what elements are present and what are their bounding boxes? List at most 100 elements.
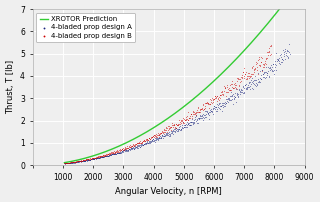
4-bladed prop design B xyxy=(268,54,273,57)
4-bladed prop design B xyxy=(264,56,269,59)
4-bladed prop design A xyxy=(255,72,260,75)
4-bladed prop design B xyxy=(254,66,260,69)
4-bladed prop design A xyxy=(246,84,251,87)
4-bladed prop design B xyxy=(188,113,194,116)
4-bladed prop design A xyxy=(270,69,275,72)
4-bladed prop design A xyxy=(219,109,224,112)
4-bladed prop design A xyxy=(102,155,107,158)
4-bladed prop design A xyxy=(228,99,234,102)
4-bladed prop design A xyxy=(138,145,143,148)
4-bladed prop design A xyxy=(90,157,95,160)
4-bladed prop design A xyxy=(130,147,135,150)
4-bladed prop design B xyxy=(126,146,131,149)
4-bladed prop design B xyxy=(93,156,99,159)
4-bladed prop design A xyxy=(164,132,169,135)
4-bladed prop design B xyxy=(140,140,145,144)
4-bladed prop design B xyxy=(84,158,90,161)
4-bladed prop design A xyxy=(210,106,215,109)
4-bladed prop design B xyxy=(152,133,157,137)
4-bladed prop design A xyxy=(135,146,140,149)
4-bladed prop design A xyxy=(238,90,243,94)
4-bladed prop design A xyxy=(256,81,261,84)
4-bladed prop design A xyxy=(199,116,204,120)
4-bladed prop design A xyxy=(109,153,114,156)
4-bladed prop design B xyxy=(190,110,196,113)
4-bladed prop design A xyxy=(137,145,142,149)
4-bladed prop design A xyxy=(224,97,229,100)
4-bladed prop design A xyxy=(177,127,182,130)
4-bladed prop design B xyxy=(124,145,129,148)
4-bladed prop design B xyxy=(133,143,138,146)
4-bladed prop design A xyxy=(238,90,243,93)
4-bladed prop design A xyxy=(220,105,225,108)
4-bladed prop design A xyxy=(93,157,99,160)
4-bladed prop design B xyxy=(113,150,118,153)
4-bladed prop design A xyxy=(227,98,232,102)
4-bladed prop design A xyxy=(189,121,194,124)
4-bladed prop design A xyxy=(155,138,160,141)
4-bladed prop design A xyxy=(156,137,162,140)
4-bladed prop design A xyxy=(78,160,83,163)
4-bladed prop design A xyxy=(171,129,176,132)
4-bladed prop design B xyxy=(69,161,74,164)
4-bladed prop design A xyxy=(100,155,105,158)
4-bladed prop design A xyxy=(98,155,103,159)
4-bladed prop design A xyxy=(204,111,209,114)
4-bladed prop design B xyxy=(151,135,156,138)
4-bladed prop design B xyxy=(64,161,69,164)
4-bladed prop design A xyxy=(117,151,123,154)
Legend: XROTOR Prediction, 4-bladed prop design A, 4-bladed prop design B: XROTOR Prediction, 4-bladed prop design … xyxy=(36,13,135,42)
4-bladed prop design B xyxy=(172,126,177,129)
4-bladed prop design B xyxy=(185,114,190,117)
4-bladed prop design B xyxy=(168,126,173,129)
4-bladed prop design A xyxy=(240,88,245,91)
4-bladed prop design B xyxy=(119,148,124,151)
4-bladed prop design B xyxy=(70,161,75,164)
4-bladed prop design A xyxy=(228,95,233,98)
4-bladed prop design B xyxy=(189,114,194,117)
4-bladed prop design B xyxy=(222,86,228,89)
4-bladed prop design B xyxy=(71,160,76,163)
4-bladed prop design B xyxy=(198,107,203,110)
4-bladed prop design A xyxy=(167,130,172,134)
4-bladed prop design B xyxy=(150,135,155,138)
4-bladed prop design B xyxy=(127,145,132,149)
4-bladed prop design B xyxy=(210,98,215,101)
4-bladed prop design A xyxy=(223,102,228,105)
4-bladed prop design A xyxy=(143,142,148,145)
4-bladed prop design B xyxy=(258,65,263,68)
4-bladed prop design A xyxy=(71,161,76,164)
4-bladed prop design B xyxy=(109,151,115,154)
4-bladed prop design A xyxy=(94,157,99,160)
4-bladed prop design A xyxy=(212,105,217,108)
4-bladed prop design A xyxy=(139,143,144,146)
4-bladed prop design A xyxy=(256,80,261,83)
4-bladed prop design B xyxy=(68,161,73,164)
4-bladed prop design B xyxy=(112,151,117,155)
4-bladed prop design B xyxy=(90,157,95,160)
4-bladed prop design B xyxy=(263,57,268,61)
4-bladed prop design A xyxy=(197,115,202,118)
4-bladed prop design B xyxy=(77,159,83,162)
4-bladed prop design B xyxy=(257,63,262,66)
4-bladed prop design A xyxy=(85,159,90,162)
4-bladed prop design B xyxy=(154,132,159,136)
4-bladed prop design B xyxy=(221,90,226,93)
4-bladed prop design A xyxy=(81,159,86,162)
4-bladed prop design A xyxy=(281,50,286,54)
4-bladed prop design B xyxy=(174,123,179,126)
4-bladed prop design A xyxy=(262,76,267,79)
4-bladed prop design A xyxy=(229,94,235,97)
4-bladed prop design B xyxy=(144,137,149,140)
4-bladed prop design B xyxy=(99,155,104,158)
4-bladed prop design B xyxy=(202,106,207,110)
4-bladed prop design A xyxy=(157,136,163,139)
4-bladed prop design A xyxy=(244,87,249,90)
4-bladed prop design B xyxy=(217,98,222,101)
4-bladed prop design A xyxy=(257,80,262,83)
4-bladed prop design B xyxy=(83,158,88,161)
4-bladed prop design A xyxy=(214,109,219,113)
4-bladed prop design A xyxy=(286,49,291,53)
4-bladed prop design A xyxy=(77,160,83,163)
4-bladed prop design A xyxy=(95,156,100,159)
